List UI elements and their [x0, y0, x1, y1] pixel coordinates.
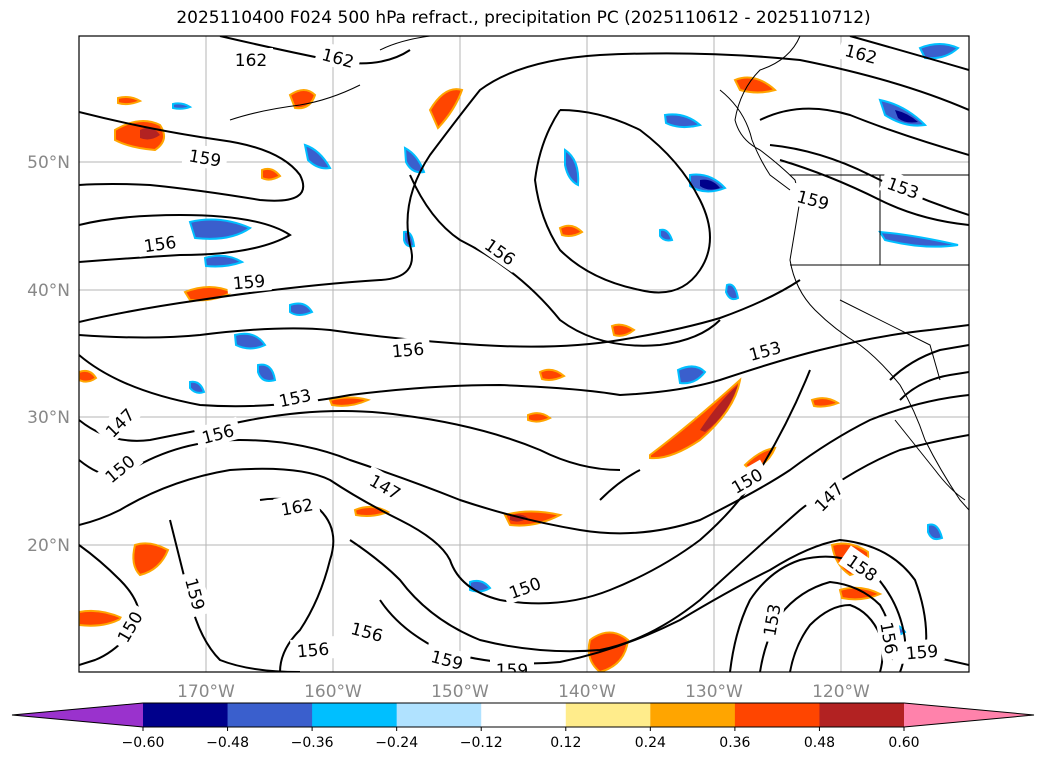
- svg-text:162: 162: [279, 495, 314, 520]
- svg-text:156: 156: [296, 640, 330, 663]
- colorbar: −0.60 −0.48 −0.36 −0.24 −0.12 0.12 0.24 0.36 0.4…: [11, 702, 1035, 751]
- colorbar-segment: [312, 703, 398, 727]
- colorbar-segment: [143, 703, 229, 727]
- colorbar-segment: [227, 703, 313, 727]
- contour-label: 156: [875, 614, 905, 662]
- contour-label: 153: [740, 333, 789, 367]
- lat-label: 30°N: [27, 408, 70, 428]
- contour-label: 162: [273, 491, 321, 521]
- lat-label: 50°N: [27, 153, 70, 173]
- contour-label: 156: [343, 614, 392, 648]
- colorbar-segment: [650, 703, 736, 727]
- contour-label: 147: [804, 472, 852, 520]
- colorbar-tick-label: 0.12: [550, 735, 581, 751]
- lat-label: 20°N: [27, 536, 70, 556]
- lat-label: 40°N: [27, 281, 70, 301]
- svg-text:162: 162: [235, 51, 267, 71]
- svg-text:153: 153: [884, 174, 921, 204]
- svg-text:159: 159: [187, 146, 222, 171]
- contour-label: 156: [385, 336, 431, 363]
- svg-text:156: 156: [875, 620, 900, 655]
- contour-label: 156: [290, 636, 336, 663]
- longitude-labels: 170°W 160°W 150°W 140°W 130°W 120°W: [177, 682, 870, 702]
- lon-label: 130°W: [685, 682, 743, 702]
- contour-labels: 162 162 159 156 159 156 153 147 150 147 …: [95, 36, 945, 681]
- map-title: 2025110400 F024 500 hPa refract., precip…: [176, 8, 871, 28]
- colorbar-segment: [396, 703, 482, 727]
- lon-label: 140°W: [558, 682, 616, 702]
- contour-label: 153: [270, 381, 319, 413]
- svg-text:159: 159: [496, 661, 528, 681]
- colorbar-extend-low: [12, 703, 143, 727]
- contour-label: 153: [756, 596, 786, 644]
- contour-label: 159: [789, 182, 838, 216]
- colorbar-segment: [565, 703, 651, 727]
- colorbar-tick-label: 0.48: [804, 735, 835, 751]
- colorbar-tick-label: 0.60: [888, 735, 919, 751]
- contour-label: 156: [136, 229, 184, 257]
- contour-label: 150: [95, 445, 144, 491]
- colorbar-segment: [819, 703, 905, 727]
- contour-label: 150: [108, 601, 150, 652]
- colorbar-tick-label: −0.48: [206, 735, 249, 751]
- lon-label: 160°W: [304, 682, 362, 702]
- precipitation-negative-areas: [172, 43, 960, 637]
- contour-label: 159: [423, 642, 472, 672]
- contour-label: 159: [179, 569, 213, 618]
- contour-label: 150: [500, 569, 550, 605]
- colorbar-tick-label: 0.24: [635, 735, 666, 751]
- colorbar-tick-label: −0.36: [291, 735, 334, 751]
- latitude-labels: 50°N 40°N 30°N 20°N: [27, 153, 70, 556]
- contour-label: 156: [193, 416, 242, 450]
- colorbar-segment: [481, 703, 567, 727]
- coastlines: [229, 36, 969, 511]
- colorbar-tick-label: −0.24: [375, 735, 418, 751]
- contour-label: 159: [226, 268, 272, 295]
- colorbar-tick-label: −0.60: [122, 735, 165, 751]
- contour-label: 159: [490, 658, 534, 681]
- lon-label: 150°W: [431, 682, 489, 702]
- lon-label: 170°W: [177, 682, 235, 702]
- svg-text:156: 156: [391, 340, 425, 363]
- colorbar-tick-label: −0.12: [460, 735, 503, 751]
- svg-text:159: 159: [232, 272, 266, 295]
- contour-label: 159: [899, 638, 945, 665]
- colorbar-tick-label: 0.36: [719, 735, 750, 751]
- colorbar-extend-high: [904, 703, 1034, 727]
- svg-text:156: 156: [143, 233, 178, 257]
- colorbar-segment: [734, 703, 820, 727]
- svg-text:150: 150: [507, 574, 544, 604]
- contour-label: 156: [476, 229, 525, 273]
- svg-text:159: 159: [905, 642, 939, 665]
- contour-label: 159: [181, 142, 229, 172]
- contour-label: 162: [314, 40, 363, 74]
- contour-label: 162: [229, 48, 273, 71]
- svg-text:153: 153: [760, 602, 785, 637]
- contour-label: 162: [837, 36, 886, 70]
- map-frame: [78, 35, 970, 673]
- lon-label: 120°W: [812, 682, 870, 702]
